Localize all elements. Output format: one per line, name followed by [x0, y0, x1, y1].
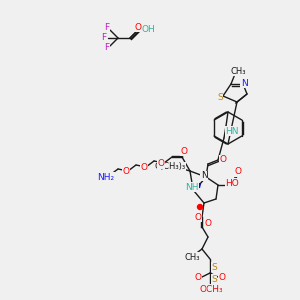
Text: S: S [217, 92, 223, 101]
Text: N: N [201, 172, 207, 181]
Text: OCH₃: OCH₃ [199, 284, 223, 293]
Text: O: O [140, 163, 148, 172]
Text: F: F [104, 23, 110, 32]
Text: N: N [241, 79, 248, 88]
Text: O: O [235, 167, 242, 176]
Text: NH₂: NH₂ [98, 172, 115, 182]
Text: O: O [194, 212, 202, 221]
Circle shape [197, 205, 202, 209]
Text: C(CH₃)₃: C(CH₃)₃ [154, 163, 186, 172]
Text: OH: OH [141, 26, 155, 34]
Text: NH: NH [185, 182, 199, 191]
Text: O: O [158, 160, 164, 169]
Text: F: F [104, 44, 110, 52]
FancyArrowPatch shape [197, 184, 200, 187]
Text: O: O [122, 167, 130, 176]
Text: O: O [220, 155, 226, 164]
Text: HN: HN [225, 127, 239, 136]
Text: CH₃: CH₃ [230, 67, 246, 76]
Text: O: O [134, 22, 142, 32]
Text: HO: HO [225, 178, 239, 188]
Text: S: S [211, 262, 217, 272]
Text: O: O [205, 218, 212, 227]
Text: O: O [194, 272, 202, 281]
Text: O: O [218, 272, 226, 281]
Text: F: F [101, 34, 106, 43]
Text: O: O [181, 146, 188, 155]
Text: S: S [211, 274, 217, 284]
Text: CH₃: CH₃ [184, 253, 200, 262]
